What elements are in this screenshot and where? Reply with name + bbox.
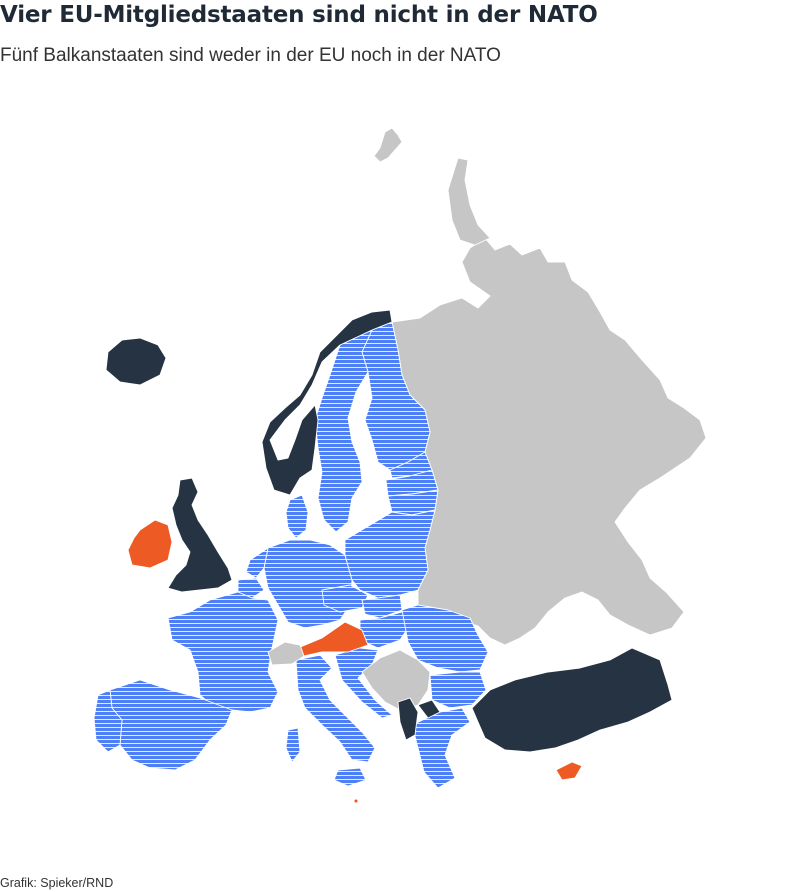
country-italy bbox=[295, 654, 376, 763]
country-malta bbox=[353, 798, 359, 804]
country-russia-north-peninsula bbox=[447, 157, 491, 246]
country-switzerland bbox=[267, 641, 305, 666]
country-belgium bbox=[237, 577, 265, 599]
country-portugal bbox=[93, 689, 123, 753]
country-sicily bbox=[333, 767, 367, 787]
chart-subtitle: Fünf Balkanstaaten sind weder in der EU … bbox=[0, 45, 501, 66]
country-united-kingdom bbox=[167, 477, 233, 593]
country-poland bbox=[344, 509, 436, 599]
chart-title: Vier EU-Mitgliedstaaten sind nicht in de… bbox=[0, 2, 598, 28]
country-sardinia bbox=[285, 727, 301, 763]
country-russia bbox=[391, 237, 707, 646]
country-ireland bbox=[127, 519, 173, 569]
country-cyprus bbox=[555, 761, 583, 781]
country-denmark bbox=[285, 494, 309, 539]
country-czechia bbox=[321, 584, 369, 613]
country-bulgaria bbox=[429, 671, 487, 709]
country-albania bbox=[397, 697, 419, 741]
country-russia-arctic-islands bbox=[373, 127, 403, 163]
country-germany bbox=[263, 539, 353, 629]
country-romania bbox=[401, 604, 489, 673]
country-turkey bbox=[471, 647, 673, 753]
country-norway bbox=[261, 309, 393, 496]
europe-map bbox=[93, 127, 707, 804]
country-netherlands bbox=[245, 547, 269, 579]
source-credit: Grafik: Spieker/RND bbox=[0, 876, 114, 890]
country-greece bbox=[411, 707, 471, 789]
country-balkans-neither bbox=[361, 649, 431, 711]
country-slovenia-croatia bbox=[334, 647, 393, 719]
country-north-macedonia bbox=[417, 699, 441, 719]
country-austria bbox=[297, 621, 369, 657]
country-france bbox=[167, 591, 279, 713]
country-iceland bbox=[105, 337, 167, 386]
